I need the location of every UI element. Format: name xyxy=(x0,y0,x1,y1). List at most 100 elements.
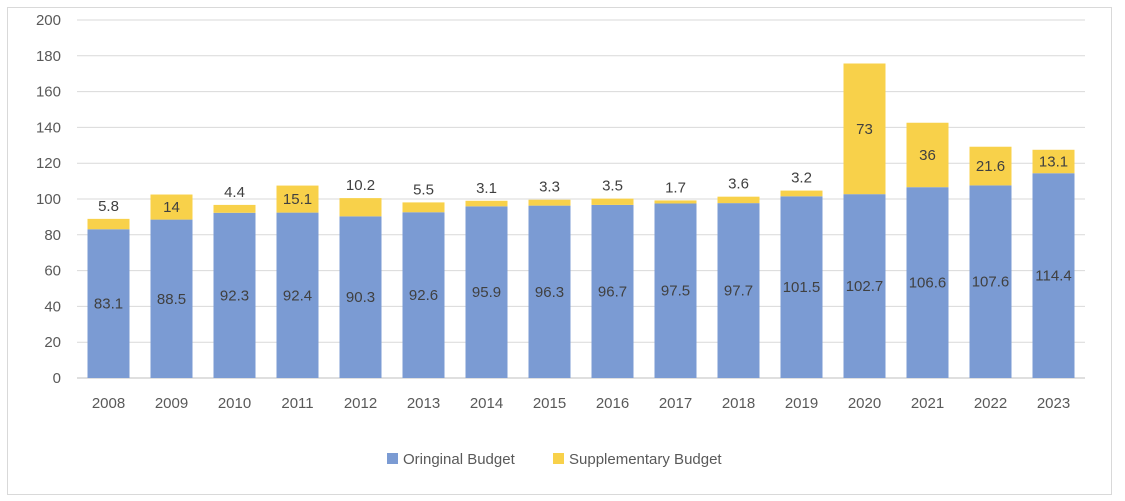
bar-supplementary-budget xyxy=(213,204,256,213)
bar-supplementary-budget xyxy=(843,63,886,195)
y-tick-label: 100 xyxy=(36,191,61,208)
bar-supplementary-budget xyxy=(1032,149,1075,174)
x-tick-label: 2009 xyxy=(155,395,188,412)
bar-supplementary-budget xyxy=(654,200,697,204)
x-tick-label: 2013 xyxy=(407,395,440,412)
x-tick-label: 2008 xyxy=(92,395,125,412)
data-label-supplementary: 14 xyxy=(163,199,180,216)
data-labels: 83.1 5.8 88.5 14 92.3 4.4 92.4 15.1 90.3 10.2 92.6… xyxy=(94,121,1072,313)
x-tick-label: 2017 xyxy=(659,395,692,412)
bar-original-budget xyxy=(906,187,949,378)
bar-original-budget xyxy=(87,229,130,378)
bar-supplementary-budget xyxy=(87,218,130,230)
data-label-supplementary: 5.5 xyxy=(413,181,434,198)
x-tick-label: 2010 xyxy=(218,395,251,412)
y-tick-label: 20 xyxy=(44,334,61,351)
x-tick-label: 2020 xyxy=(848,395,881,412)
bars xyxy=(87,63,1075,378)
bar-supplementary-budget xyxy=(969,146,1012,186)
data-label-supplementary: 3.1 xyxy=(476,180,497,197)
legend-label-original: Oringinal Budget xyxy=(403,451,516,468)
data-label-original: 114.4 xyxy=(1035,268,1071,285)
data-label-original: 90.3 xyxy=(346,289,375,306)
bar-supplementary-budget xyxy=(150,194,193,220)
bar-original-budget xyxy=(780,196,823,378)
data-label-supplementary: 21.6 xyxy=(976,158,1005,175)
y-tick-label: 120 xyxy=(36,155,61,172)
data-label-original: 106.6 xyxy=(909,275,947,292)
data-label-supplementary: 73 xyxy=(856,121,873,138)
x-tick-label: 2023 xyxy=(1037,395,1070,412)
x-tick-label: 2018 xyxy=(722,395,755,412)
data-label-original: 97.7 xyxy=(724,283,753,300)
bar-supplementary-budget xyxy=(528,199,571,206)
bar-original-budget xyxy=(213,212,256,378)
data-label-supplementary: 5.8 xyxy=(98,198,119,215)
bar-supplementary-budget xyxy=(717,196,760,204)
data-label-original: 107.6 xyxy=(972,274,1010,291)
y-tick-label: 40 xyxy=(44,298,61,315)
y-tick-label: 80 xyxy=(44,227,61,244)
data-label-original: 102.7 xyxy=(846,278,884,295)
data-label-original: 96.3 xyxy=(535,284,564,301)
bar-original-budget xyxy=(1032,173,1075,378)
legend-swatch-original xyxy=(387,453,398,464)
legend-label-supplementary: Supplementary Budget xyxy=(569,451,722,468)
data-label-original: 96.7 xyxy=(598,283,627,300)
bar-original-budget xyxy=(465,206,508,378)
bar-supplementary-budget xyxy=(465,200,508,207)
bar-original-budget xyxy=(150,219,193,378)
y-tick-label: 140 xyxy=(36,119,61,136)
bar-supplementary-budget xyxy=(339,198,382,217)
bar-original-budget xyxy=(843,194,886,378)
data-label-supplementary: 3.5 xyxy=(602,178,623,195)
x-tick-label: 2015 xyxy=(533,395,566,412)
bar-original-budget xyxy=(654,203,697,378)
y-tick-label: 0 xyxy=(53,370,61,387)
y-tick-label: 60 xyxy=(44,263,61,280)
data-label-original: 92.4 xyxy=(283,287,312,304)
x-tick-label: 2021 xyxy=(911,395,944,412)
data-label-original: 92.3 xyxy=(220,287,249,304)
bar-original-budget xyxy=(528,205,571,378)
data-label-original: 101.5 xyxy=(783,279,821,296)
x-tick-label: 2022 xyxy=(974,395,1007,412)
bar-supplementary-budget xyxy=(591,198,634,205)
bar-original-budget xyxy=(591,204,634,378)
data-label-supplementary: 4.4 xyxy=(224,184,245,201)
data-label-original: 92.6 xyxy=(409,287,438,304)
data-label-supplementary: 3.6 xyxy=(728,176,749,193)
data-label-supplementary: 3.3 xyxy=(539,179,560,196)
data-label-original: 83.1 xyxy=(94,296,123,313)
data-label-original: 95.9 xyxy=(472,284,501,301)
y-tick-label: 200 xyxy=(36,12,61,29)
data-label-supplementary: 3.2 xyxy=(791,170,812,187)
bar-supplementary-budget xyxy=(402,202,445,213)
data-label-supplementary: 10.2 xyxy=(346,177,375,194)
legend: Oringinal Budget Supplementary Budget xyxy=(387,451,722,468)
bar-supplementary-budget xyxy=(780,190,823,197)
data-label-supplementary: 15.1 xyxy=(283,191,312,208)
bar-original-budget xyxy=(339,216,382,378)
bar-original-budget xyxy=(276,212,319,378)
bar-original-budget xyxy=(402,212,445,378)
bar-original-budget xyxy=(717,203,760,378)
x-tick-label: 2012 xyxy=(344,395,377,412)
data-label-supplementary: 13.1 xyxy=(1039,153,1068,170)
bar-original-budget xyxy=(969,185,1012,378)
data-label-original: 97.5 xyxy=(661,283,690,300)
y-tick-label: 180 xyxy=(36,48,61,65)
data-label-supplementary: 1.7 xyxy=(665,179,686,196)
data-label-supplementary: 36 xyxy=(919,147,936,164)
legend-swatch-supplementary xyxy=(553,453,564,464)
x-tick-label: 2014 xyxy=(470,395,503,412)
bar-supplementary-budget xyxy=(276,185,319,213)
y-axis: 0 20 40 60 80 100 120 140 160 180 200 xyxy=(36,12,61,387)
data-label-original: 88.5 xyxy=(157,291,186,308)
x-tick-label: 2019 xyxy=(785,395,818,412)
bar-supplementary-budget xyxy=(906,122,949,188)
x-tick-label: 2016 xyxy=(596,395,629,412)
y-tick-label: 160 xyxy=(36,84,61,101)
x-axis: 2008 2009 2010 2011 2012 2013 2014 2015 2016 2017… xyxy=(92,395,1070,412)
